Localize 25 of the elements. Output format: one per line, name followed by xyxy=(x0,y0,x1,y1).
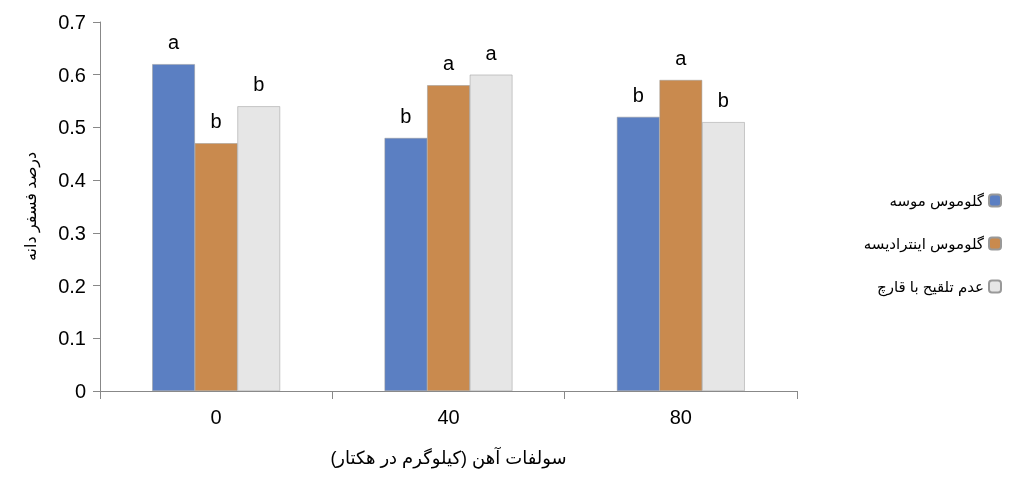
data-label: b xyxy=(210,110,222,133)
y-tick-label: 0.2 xyxy=(58,274,86,297)
y-tick-label: 0.1 xyxy=(58,327,86,350)
y-tick-label: 0.3 xyxy=(58,221,86,244)
data-label: b xyxy=(632,83,644,106)
legend-label: گلوموس اینترادیسه xyxy=(863,235,985,253)
data-label: b xyxy=(253,73,265,96)
legend-label: گلوموس موسه xyxy=(889,192,985,210)
y-tick-label: 0.4 xyxy=(58,169,86,192)
data-label: b xyxy=(400,104,412,127)
y-tick-label: 0.5 xyxy=(58,116,86,139)
data-label: a xyxy=(485,41,498,64)
x-axis-title: سولفات آهن (کیلوگرم در هکتار) xyxy=(330,446,567,469)
y-tick-label: 0.6 xyxy=(58,63,86,86)
y-tick-label: 0 xyxy=(74,380,86,402)
x-tick-label: 80 xyxy=(669,406,692,428)
legend-label: عدم تلقیح با قارچ xyxy=(877,278,984,297)
y-tick-label: 0.7 xyxy=(58,11,86,33)
x-tick-label: 0 xyxy=(210,406,222,428)
y-axis-title: درصد فسفر دانه xyxy=(21,151,41,262)
data-label: a xyxy=(168,31,181,54)
x-tick-label: 40 xyxy=(437,406,460,428)
data-label: b xyxy=(717,89,729,112)
data-label: a xyxy=(675,46,688,69)
data-label: a xyxy=(442,52,455,75)
